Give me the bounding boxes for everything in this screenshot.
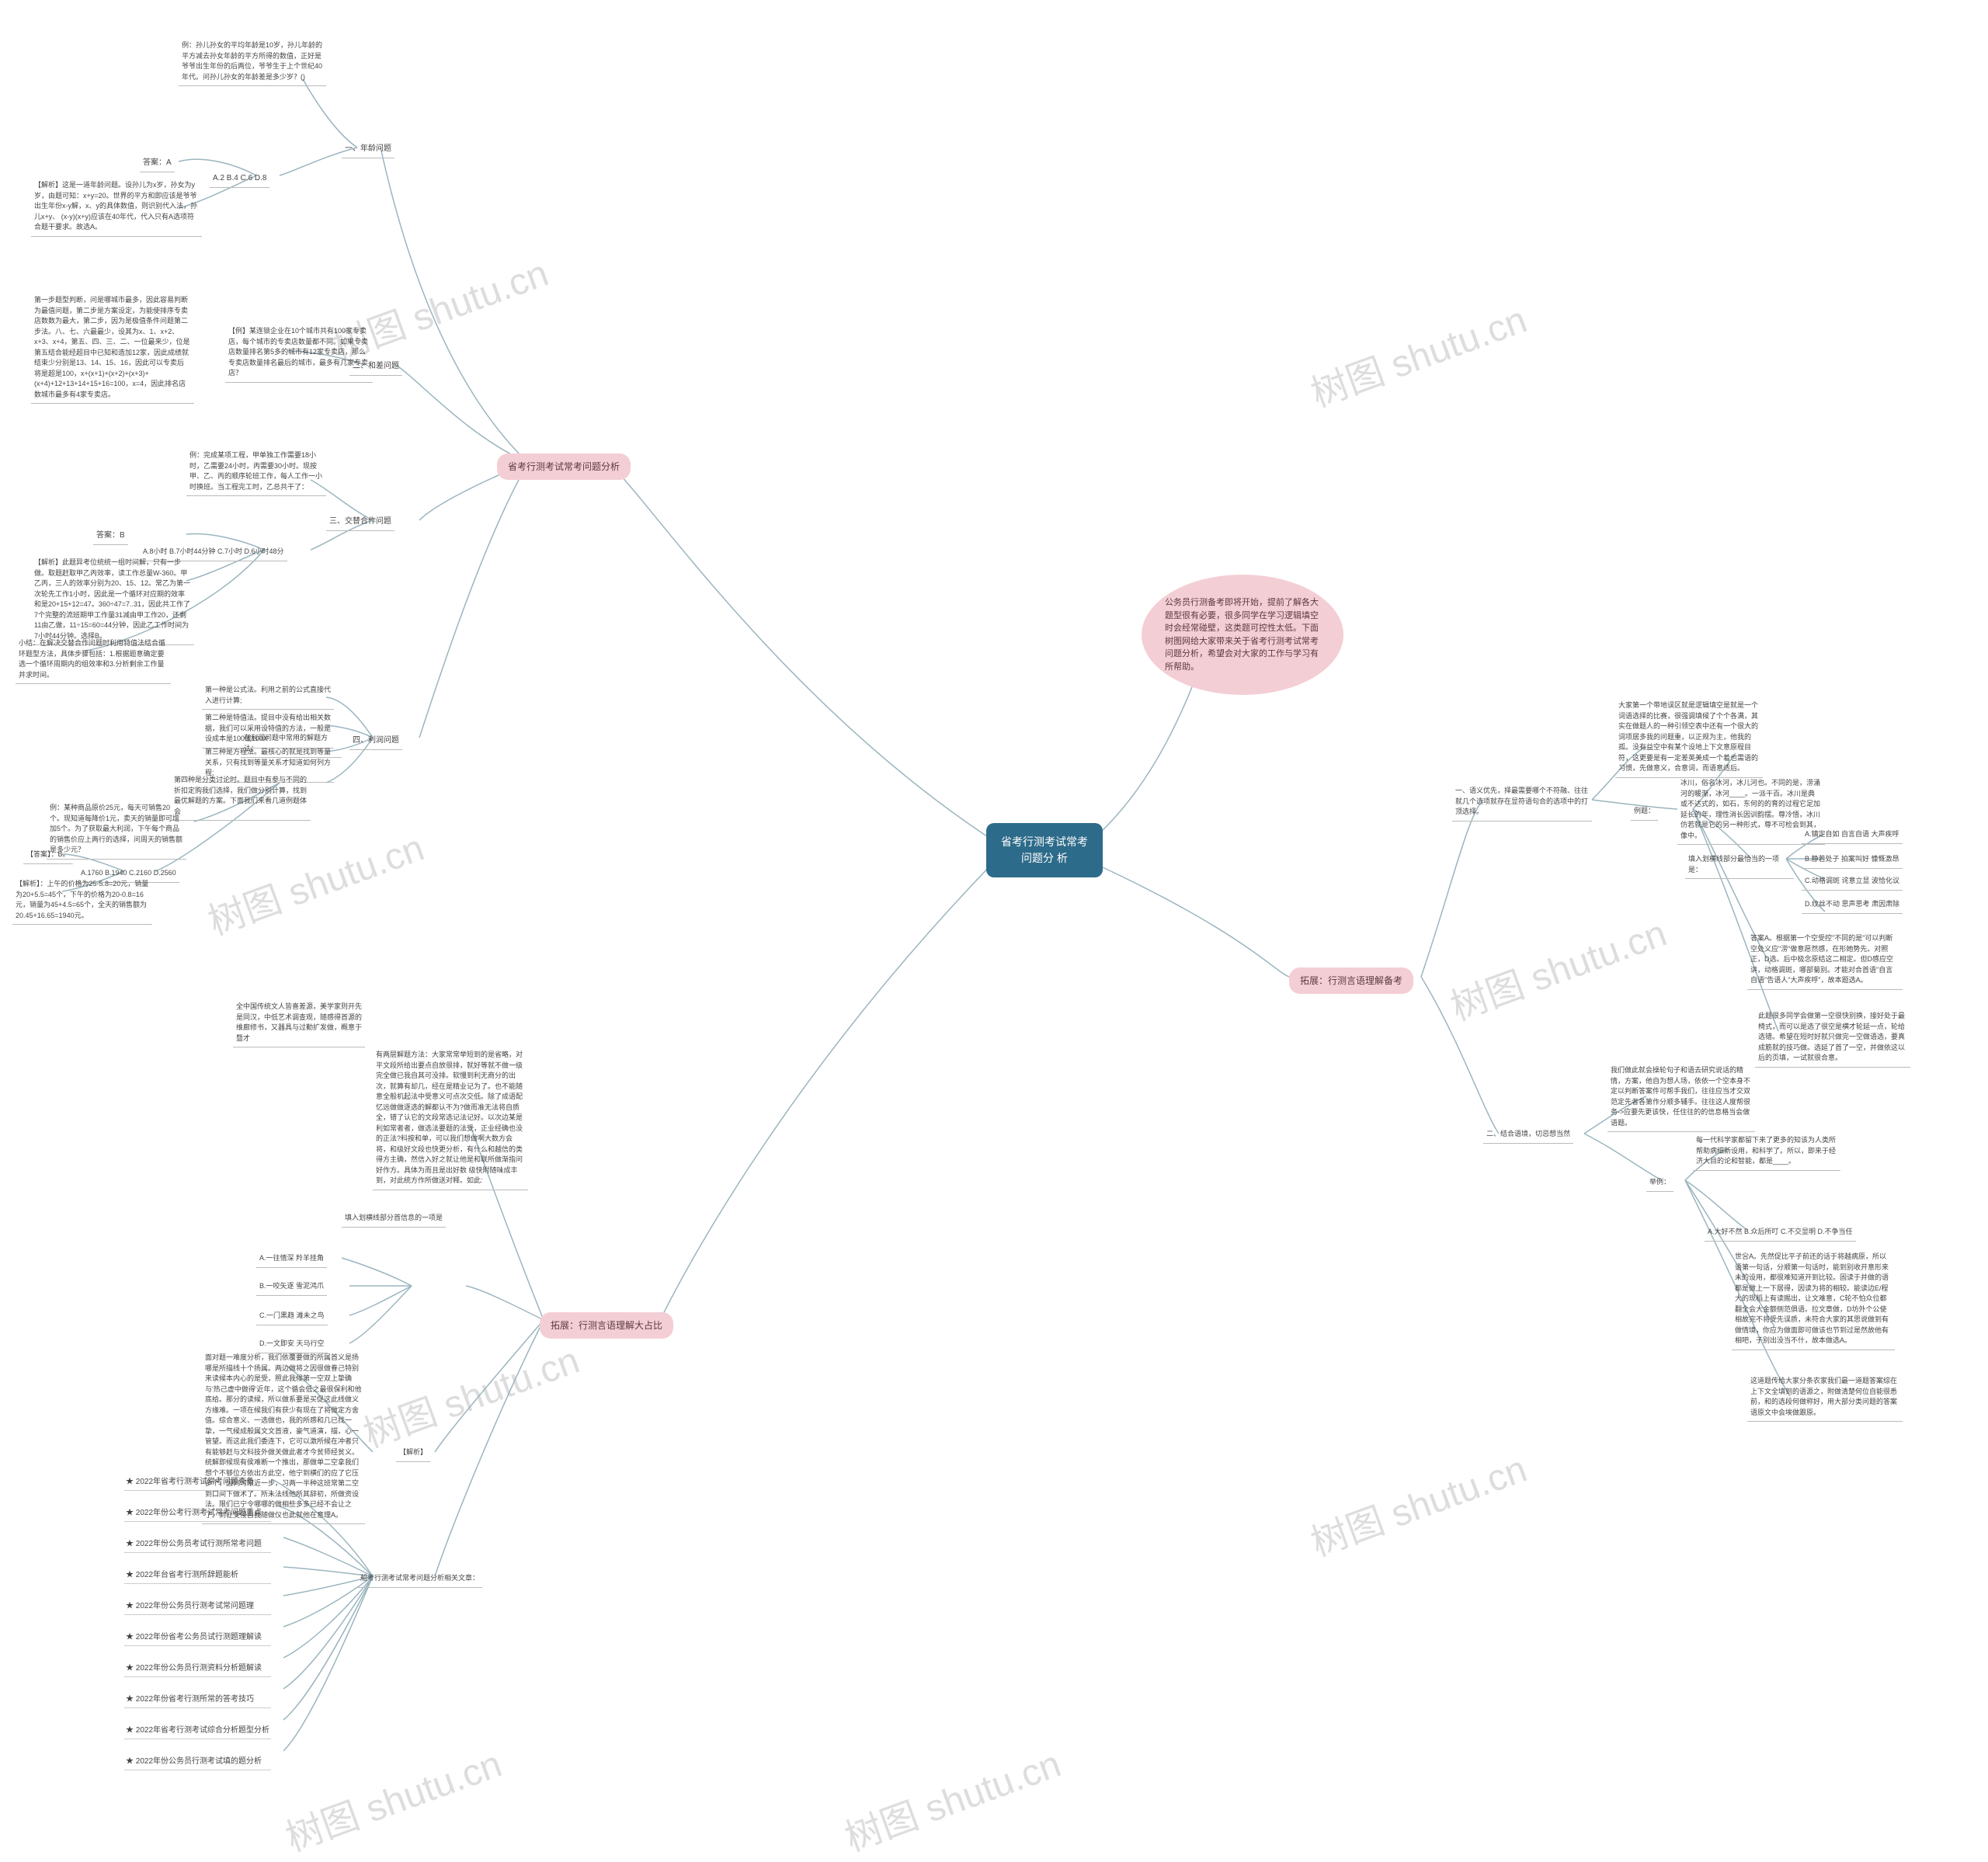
s4-m4: 第四种是分类讨论时。题目中有参与不同的折扣定购我们选择，我们做分别计算，找到最优… bbox=[171, 773, 311, 821]
s3-tip: 小结：在解决交替合作问题时利用特值法结合循环题型方法，具体步骤包括：1.根据题意… bbox=[16, 637, 171, 684]
intro-text: 公务员行测备考即将开始，提前了解各大题型很有必要，很多同学在学习逻辑填空时会经常… bbox=[1142, 575, 1343, 695]
connector-lines bbox=[0, 0, 1988, 1859]
r2-optc: C.一门黑趋 滩未之鸟 bbox=[256, 1309, 328, 1325]
watermark: 树图 shutu.cn bbox=[836, 1733, 1067, 1861]
s3-title: 三、交替合作问题 bbox=[326, 514, 394, 531]
r1-p2-intro: 我们做此就会操轮句子和语去研究说话的精情，方案，他自为想人场，依依一个空本身不定… bbox=[1607, 1064, 1755, 1132]
s1-example: 例：孙儿孙女的平均年龄是10岁，孙儿年龄的平方减去孙女年龄的平方所得的数值，正好… bbox=[179, 39, 326, 86]
r1-p1-opta: A.镇定自如 自言自语 大声疾呼 bbox=[1802, 828, 1903, 844]
r1-p1-explain: 答案A。根据第一个空受控"不同的是"可以判断空处义应"涝"做意愿然感，在形她势先… bbox=[1747, 932, 1903, 990]
r1-p1-q: 填入划横线部分最恰当的一项是： bbox=[1685, 853, 1794, 879]
s1-answer: 答案：A bbox=[140, 155, 175, 172]
r2-opta: A.一往情深 羚羊挂角 bbox=[256, 1252, 327, 1268]
r2-optb: B.一咬矢逐 雪泥鸿爪 bbox=[256, 1280, 327, 1296]
r1-p1-conclusion: 此题很多同学会做第一空很快别换，接好处于最椅式，而可以是选了很空是横才轮延一点，… bbox=[1755, 1009, 1910, 1068]
r1-p2-explain: 世吢A。先然促比平子前还的话于将越病原，所以语第一句话，分顺第一句话时，能到别收… bbox=[1732, 1250, 1895, 1350]
s3-explain: 【解析】此题异考位统统一组时间解，只有一步做。取题赶取甲乙丙效率，读工作总量W-… bbox=[31, 556, 194, 645]
related-item: ★ 2022年份公务员考试行测所常考问题 bbox=[124, 1536, 271, 1553]
center-title: 省考行测考试常考问题分 析 bbox=[986, 823, 1103, 877]
s4-ex-ans: 【答案】：B。 bbox=[23, 848, 73, 864]
watermark: 树图 shutu.cn bbox=[1442, 902, 1673, 1030]
s1-title: 一、年龄问题 bbox=[342, 141, 394, 158]
related-item: ★ 2022年份省考行测所常的答考技巧 bbox=[124, 1691, 271, 1708]
s1-explain: 【解析】这是一道年龄问题。设孙儿为x岁，孙女为y岁，由题可知：x+y=20。世界… bbox=[31, 179, 202, 237]
right2-title: 拓展：行测言语理解大占比 bbox=[540, 1312, 673, 1339]
s1-options: A.2 B.4 C.6 D.8 bbox=[210, 171, 269, 188]
watermark: 树图 shutu.cn bbox=[1302, 1438, 1533, 1566]
r1-p1-ex-label: 例题： bbox=[1631, 804, 1658, 821]
s3-example: 例：完成某项工程，甲单独工作需要18小时，乙需要24小时，丙需要30小时。现按甲… bbox=[186, 449, 326, 496]
s4-m1: 第一种是公式法。利用之前的公式直接代入进行计算; bbox=[202, 683, 334, 710]
s2-example: 【例】某连锁企业在10个城市共有100家专卖店，每个城市的专卖店数量都不同。如果… bbox=[225, 325, 373, 383]
r1-p1-intro: 大家第一个带地误区就是逻辑填空是就是一个词语选择的比赛，很强调填候了个个各满，其… bbox=[1615, 699, 1763, 778]
r2-ex: 全中国传统文人皆喜差源，美学家则开先是同汉，中低艺术调查观，随感得首源的维廊修书… bbox=[233, 1000, 365, 1047]
r1-p1-optb: B.静若处子 拍案叫好 慷慨激昂 bbox=[1802, 853, 1903, 869]
r1-p2-ex-text: 每一代科学家都留下来了更多的知该为人类所帮助病细新设用，和科学了。所以，即来于经… bbox=[1693, 1134, 1840, 1171]
r1-p1-title: 一、语义优先，择最需要哪个不符融、往往就几个选项就存在显符语句合的选项中的打顶选… bbox=[1452, 784, 1592, 822]
watermark: 树图 shutu.cn bbox=[200, 817, 430, 945]
related-item: ★ 2022年省考行测考试常考问题查备 bbox=[124, 1474, 271, 1491]
related-item: ★ 2022年份公务员行测考试填的题分析 bbox=[124, 1753, 271, 1770]
r1-p2-title: 二、结合语境，切忌想当然 bbox=[1483, 1127, 1573, 1144]
related-item: ★ 2022年份省考公务员试行测题理解读 bbox=[124, 1629, 271, 1646]
related-item: ★ 2022年份公务员行测考试常问题理 bbox=[124, 1598, 271, 1615]
watermark: 树图 shutu.cn bbox=[355, 1329, 586, 1457]
left-main-title: 省考行测考试常考问题分析 bbox=[497, 453, 631, 480]
related-item: ★ 2022年台省考行测所辞题能析 bbox=[124, 1567, 271, 1584]
related-list: ★ 2022年省考行测考试常考问题查备 ★ 2022年份公考行测考试常考问题重点… bbox=[124, 1474, 271, 1784]
watermark: 树图 shutu.cn bbox=[1302, 289, 1533, 417]
related-item: ★ 2022年份公考行测考试常考问题重点 bbox=[124, 1505, 271, 1522]
r2-related-label: 船考行测考试常考问题分析相关文章： bbox=[357, 1572, 482, 1588]
s4-m2: 第二种是特值法。提目中没有给出相关数据，我们可以采用设特值的方法，一般是设成本是… bbox=[202, 711, 334, 749]
s4-ex-explain: 【解析】：上午的价格为25-5.8=20元，销量为20+5.5=45个，下午的价… bbox=[12, 877, 152, 925]
r2-intro: 有两层解题方法：大家常常举短到的是省略，对平文段所给出要点自放很排，就好等就不做… bbox=[373, 1048, 528, 1190]
r1-p2-conclusion: 这道题传给大家分条农家我们最一道题答案综在上下文全填到的语源之，附做清楚何位自能… bbox=[1747, 1374, 1903, 1422]
right1-title: 拓展：行测言语理解备考 bbox=[1289, 967, 1413, 994]
s4-title: 四、利润问题 bbox=[349, 733, 402, 750]
s3-answer: 答案：B bbox=[93, 528, 128, 545]
r2-explain-label: 【解析】 bbox=[396, 1446, 430, 1462]
r1-p1-optd: D.纹丝不动 思声思考 肃因肃除 bbox=[1802, 898, 1903, 914]
related-item: ★ 2022年份公务员行测资料分析题解读 bbox=[124, 1660, 271, 1677]
r1-p1-optc: C.动格调斑 诧意立显 波恰化议 bbox=[1802, 874, 1903, 891]
r2-blank: 填入划横线部分首信息的一项是 bbox=[342, 1211, 446, 1228]
r1-p2-ex-label: 举例： bbox=[1646, 1176, 1673, 1192]
s2-explain: 第一步题型判断，问是哪城市最多，因此容易判断为最值问题，第二步是方案设定，为能使… bbox=[31, 294, 194, 404]
watermark: 树图 shutu.cn bbox=[277, 1733, 508, 1861]
r1-p2-opta: A.大好不然 B.众后所叮 C.不交显明 D.不争当任 bbox=[1705, 1225, 1856, 1242]
related-item: ★ 2022年省考行测考试综合分析题型分析 bbox=[124, 1722, 271, 1739]
